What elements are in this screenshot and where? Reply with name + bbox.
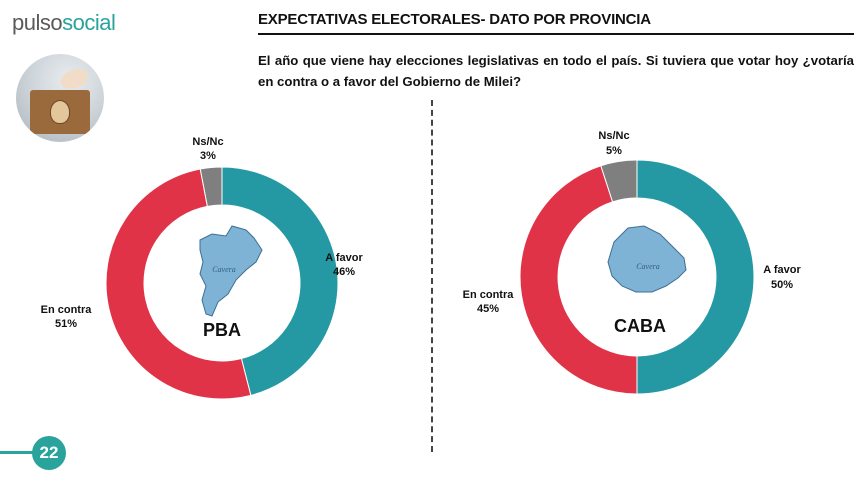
caba-center-label: CABA	[614, 316, 666, 336]
caba-slice-en-contra	[519, 165, 638, 395]
pba-label-a-favor: A favor	[325, 252, 363, 264]
pba-slices	[105, 166, 339, 400]
caba-slices	[519, 159, 755, 395]
caba-slice-a-favor	[636, 159, 755, 395]
caba-label-ns-nc: Ns/Nc	[598, 130, 629, 142]
pba-slice-a-favor	[221, 166, 339, 396]
title-underline	[258, 33, 854, 35]
caba-label-a-favor: A favor	[763, 264, 801, 276]
pba-map-label: Cavera	[212, 265, 236, 274]
page-number-badge: 22	[32, 436, 66, 470]
caba-label-en-contra: En contra	[463, 289, 515, 301]
caba-value-en-contra: 45%	[477, 303, 499, 315]
caba-value-a-favor: 50%	[771, 279, 793, 291]
ballot-box-photo	[16, 54, 104, 142]
caba-value-ns-nc: 5%	[606, 145, 622, 157]
caba-donut-chart: Cavera CABA A favor 50% En contra 45% Ns…	[463, 130, 801, 395]
pba-slice-ns-nc	[199, 166, 223, 207]
pba-map-icon	[199, 225, 263, 317]
pba-value-a-favor: 46%	[333, 266, 355, 278]
pba-label-en-contra: En contra	[41, 304, 93, 316]
caba-map-icon	[607, 225, 687, 293]
footer-accent-line	[0, 451, 38, 454]
pba-center-label: PBA	[203, 320, 241, 340]
logo-word-pulso: pulso	[12, 10, 63, 35]
pba-value-en-contra: 51%	[55, 318, 77, 330]
pba-slice-en-contra	[105, 168, 252, 400]
survey-question: El año que viene hay elecciones legislat…	[258, 53, 854, 89]
chart-divider	[431, 100, 433, 452]
logo-word-social: social	[62, 10, 116, 35]
pba-donut-chart: Cavera PBA A favor 46% En contra 51% Ns/…	[41, 136, 363, 400]
pba-label-ns-nc: Ns/Nc	[192, 136, 223, 148]
pulso-social-logo: pulsosocial	[12, 10, 116, 36]
caba-map-label: Cavera	[636, 262, 660, 271]
page-title: EXPECTATIVAS ELECTORALES- DATO POR PROVI…	[258, 11, 651, 28]
pba-value-ns-nc: 3%	[200, 150, 216, 162]
coat-of-arms-icon	[50, 100, 70, 124]
caba-slice-ns-nc	[600, 159, 638, 203]
